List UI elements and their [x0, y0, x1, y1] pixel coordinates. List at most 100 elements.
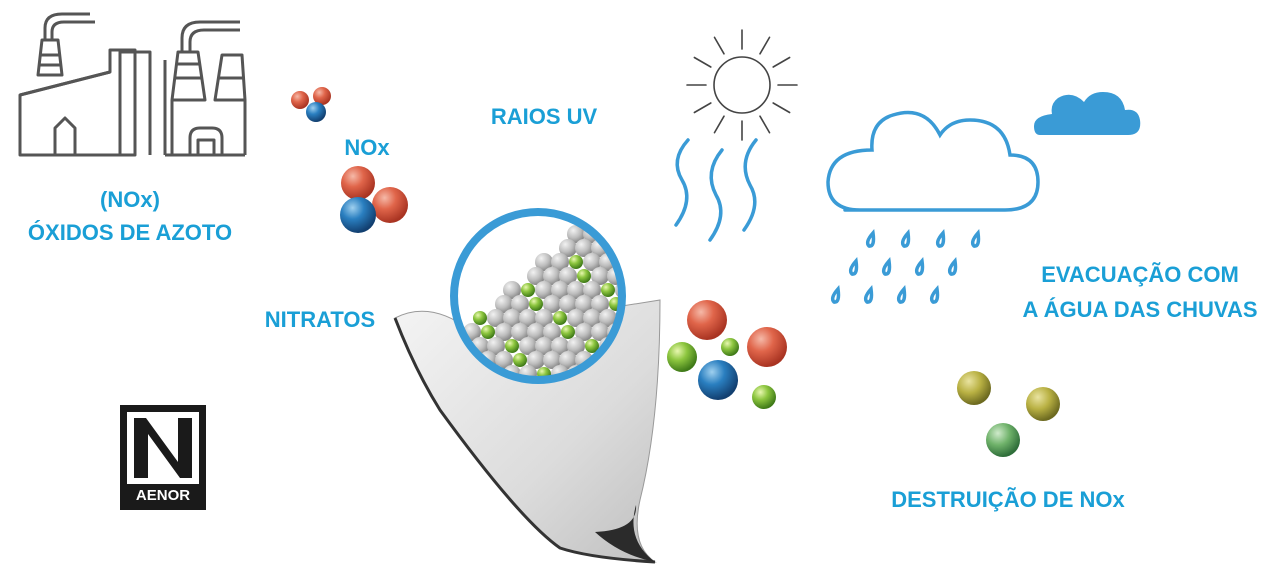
sun-icon	[686, 29, 798, 141]
grain	[625, 241, 639, 255]
rain-drop	[900, 229, 911, 248]
sun-ray	[759, 115, 771, 134]
grain	[567, 337, 585, 355]
label: (NOx)	[100, 187, 160, 212]
factory-icon	[18, 12, 247, 157]
grain	[583, 309, 601, 327]
grain	[607, 214, 620, 229]
grain	[495, 351, 513, 369]
grain	[535, 337, 553, 355]
sun-ray	[759, 36, 771, 55]
molecule-group	[667, 300, 787, 409]
grain	[577, 269, 591, 283]
grain	[623, 211, 641, 229]
sun-ray	[772, 102, 791, 114]
grain	[559, 239, 577, 257]
grain	[593, 214, 607, 227]
grain	[561, 325, 575, 339]
grain	[527, 351, 545, 369]
grain	[591, 295, 609, 313]
grain	[639, 211, 657, 229]
grain	[529, 297, 543, 311]
grain	[575, 323, 593, 341]
grain	[583, 253, 601, 271]
grain	[495, 295, 513, 313]
grain	[601, 283, 615, 297]
rain-drop	[947, 257, 958, 276]
logo-text: AENOR	[136, 487, 190, 504]
label: NITRATOS	[265, 307, 375, 332]
grain	[519, 309, 537, 327]
grain	[535, 281, 553, 299]
rain-drop	[929, 285, 940, 304]
label: A ÁGUA DAS CHUVAS	[1022, 297, 1257, 322]
grain	[473, 311, 487, 325]
sun-ray	[693, 56, 712, 68]
label: EVACUAÇÃO COM	[1041, 262, 1239, 287]
grain	[639, 267, 657, 285]
grain	[585, 339, 599, 353]
grain	[513, 353, 527, 367]
grain	[599, 309, 617, 327]
grain	[495, 323, 513, 341]
grain	[551, 253, 569, 271]
grain	[481, 325, 495, 339]
grain	[591, 323, 609, 341]
grain	[559, 351, 577, 369]
grain	[647, 281, 665, 299]
molecule	[340, 166, 408, 233]
grain	[559, 267, 577, 285]
grain	[551, 281, 569, 299]
rain-drop	[935, 229, 946, 248]
grain	[631, 253, 649, 271]
grain	[543, 323, 561, 341]
grain	[631, 225, 649, 243]
grain	[543, 351, 561, 369]
grain	[505, 339, 519, 353]
grain	[487, 309, 505, 327]
grain	[583, 281, 601, 299]
grain	[487, 337, 505, 355]
grain	[511, 323, 529, 341]
sun-ray	[713, 36, 725, 55]
rain-drops	[830, 229, 981, 304]
grain	[567, 309, 585, 327]
grain	[535, 253, 553, 271]
grain	[575, 295, 593, 313]
coated-sheet	[393, 299, 661, 564]
grain	[559, 295, 577, 313]
rain-drop	[848, 257, 859, 276]
rain-drop	[896, 285, 907, 304]
small-cloud	[1034, 92, 1141, 135]
label: RAIOS UV	[491, 104, 598, 129]
grain	[535, 309, 553, 327]
grain	[617, 227, 620, 241]
grain	[623, 267, 641, 285]
grain	[519, 365, 537, 378]
grain	[503, 309, 521, 327]
grain	[569, 255, 583, 269]
grain	[631, 281, 649, 299]
label: ÓXIDOS DE AZOTO	[28, 220, 232, 245]
sun-ray	[713, 115, 725, 134]
rain-drop	[970, 229, 981, 248]
label: DESTRUIÇÃO DE NOx	[891, 487, 1125, 512]
rain-drop	[865, 229, 876, 248]
grain	[519, 337, 537, 355]
grain	[567, 281, 585, 299]
grain	[527, 323, 545, 341]
sun-ray	[693, 102, 712, 114]
grain	[543, 267, 561, 285]
grain	[647, 225, 665, 243]
rain-drop	[863, 285, 874, 304]
grain	[503, 281, 521, 299]
rain-cloud	[826, 110, 1040, 212]
grain	[521, 283, 535, 297]
rain-drop	[830, 285, 841, 304]
label: NOx	[344, 135, 390, 160]
grain	[551, 337, 569, 355]
grain	[527, 267, 545, 285]
rain-drop	[914, 257, 925, 276]
molecule	[291, 87, 331, 122]
